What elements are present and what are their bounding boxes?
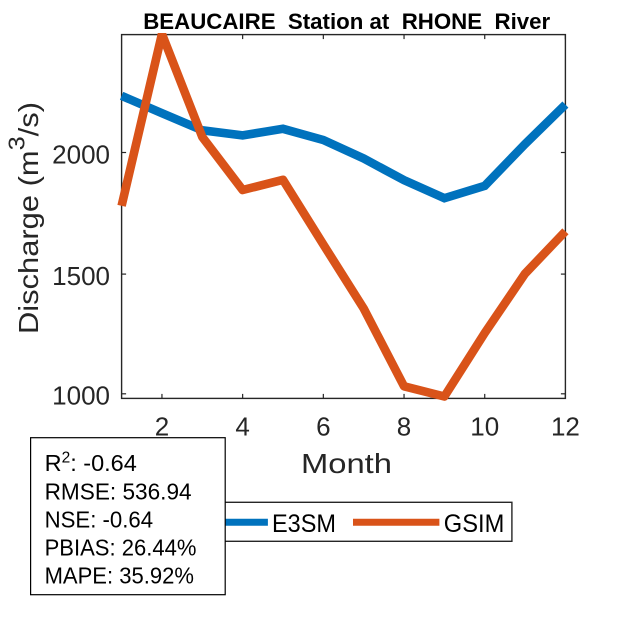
svg-text:R2: -0.64: R2: -0.64 [45, 450, 137, 477]
svg-text:4: 4 [235, 412, 249, 442]
svg-text:GSIM: GSIM [444, 510, 505, 538]
svg-text:1000: 1000 [52, 381, 110, 411]
svg-text:2000: 2000 [52, 139, 110, 169]
svg-text:2: 2 [155, 412, 169, 442]
svg-text:NSE: -0.64: NSE: -0.64 [45, 506, 154, 532]
svg-text:E3SM: E3SM [272, 510, 336, 538]
svg-text:PBIAS: 26.44%: PBIAS: 26.44% [45, 535, 197, 561]
svg-text:8: 8 [397, 412, 411, 442]
svg-text:MAPE: 35.92%: MAPE: 35.92% [45, 563, 194, 589]
svg-text:6: 6 [316, 412, 330, 442]
svg-text:Discharge (m3/s): Discharge (m3/s) [4, 102, 45, 334]
svg-text:RMSE: 536.94: RMSE: 536.94 [45, 478, 192, 504]
svg-text:Month: Month [301, 448, 392, 479]
svg-text:BEAUCAIRE Station at RHONE: BEAUCAIRE Station at RHONE River [143, 9, 550, 34]
svg-text:1500: 1500 [52, 261, 110, 291]
svg-text:10: 10 [470, 412, 499, 442]
svg-text:12: 12 [551, 412, 580, 442]
